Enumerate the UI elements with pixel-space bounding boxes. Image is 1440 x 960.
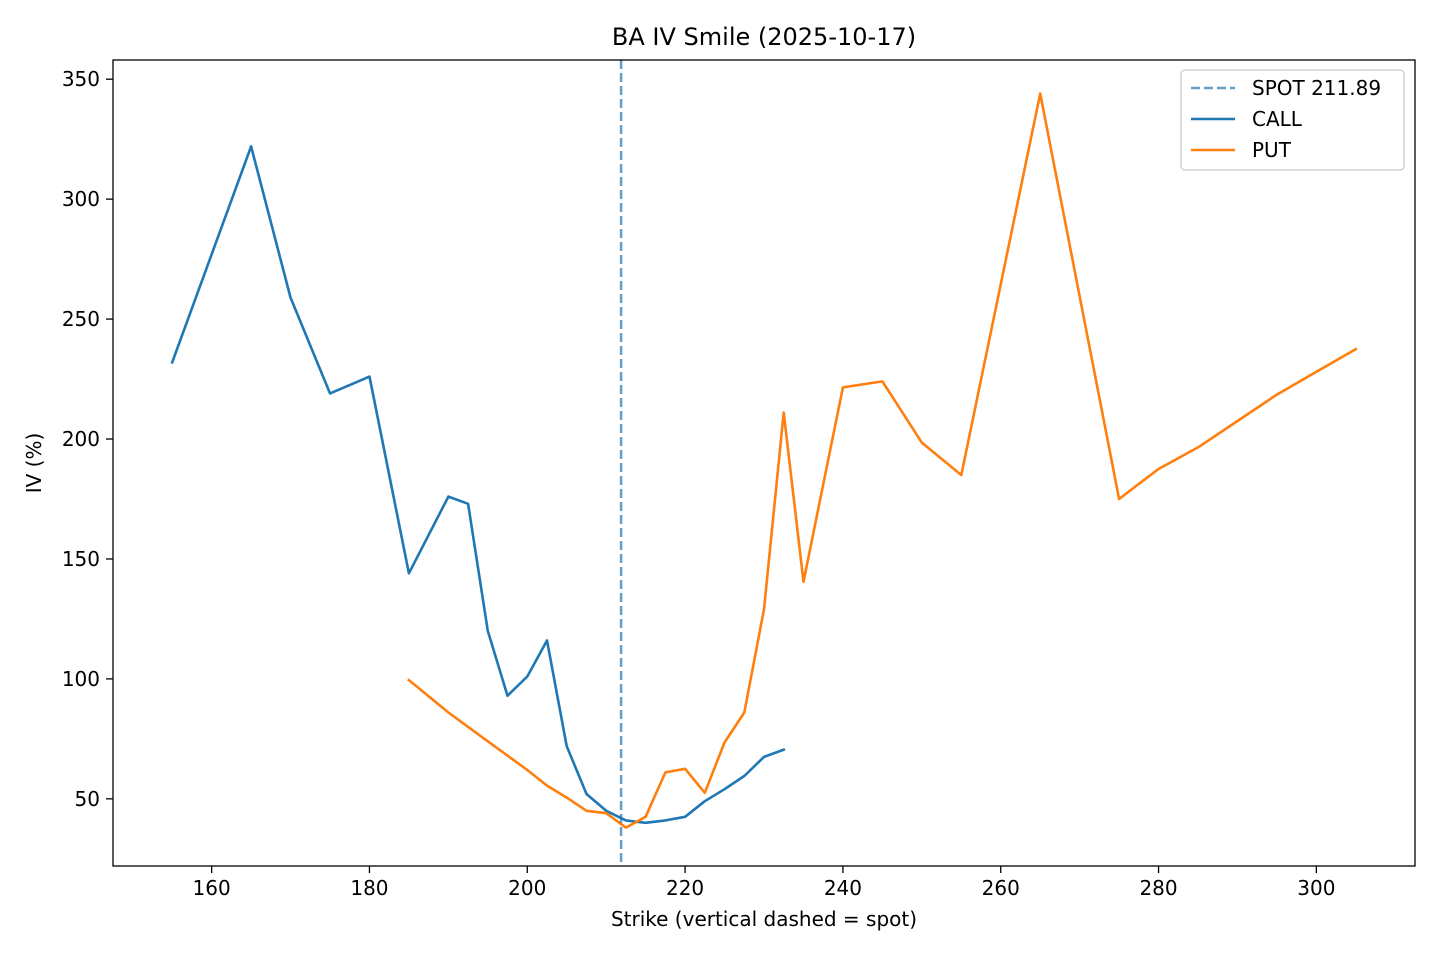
legend-spot-label: SPOT 211.89 xyxy=(1252,76,1381,100)
x-axis: 160 180 200 220 240 260 280 300 xyxy=(193,866,1335,900)
x-tick-label: 300 xyxy=(1297,876,1335,900)
y-tick-label: 300 xyxy=(62,187,100,211)
x-tick-label: 280 xyxy=(1139,876,1177,900)
x-tick-label: 180 xyxy=(350,876,388,900)
x-tick-label: 220 xyxy=(666,876,704,900)
y-tick-label: 250 xyxy=(62,307,100,331)
legend-box xyxy=(1180,69,1405,171)
y-tick-label: 150 xyxy=(62,547,100,571)
y-tick-label: 200 xyxy=(62,427,100,451)
plot-area xyxy=(112,59,1416,867)
series-layer xyxy=(170,60,1358,866)
y-tick-label: 350 xyxy=(62,67,100,91)
legend: SPOT 211.89 CALL PUT xyxy=(1180,69,1405,171)
legend-call-label: CALL xyxy=(1252,107,1303,131)
x-tick-label: 160 xyxy=(193,876,231,900)
x-axis-label: Strike (vertical dashed = spot) xyxy=(611,907,917,931)
x-tick-label: 240 xyxy=(824,876,862,900)
plot-frame xyxy=(112,59,1416,867)
y-tick-label: 50 xyxy=(75,787,100,811)
y-axis: 50 100 150 200 250 300 350 xyxy=(62,67,113,811)
legend-put-label: PUT xyxy=(1252,138,1292,162)
call-series-line xyxy=(170,145,786,825)
y-tick-label: 100 xyxy=(62,667,100,691)
x-tick-label: 200 xyxy=(508,876,546,900)
x-tick-label: 260 xyxy=(982,876,1020,900)
chart-title: BA IV Smile (2025-10-17) xyxy=(612,23,916,51)
put-series-line xyxy=(407,92,1358,829)
y-axis-label: IV (%) xyxy=(22,433,46,494)
